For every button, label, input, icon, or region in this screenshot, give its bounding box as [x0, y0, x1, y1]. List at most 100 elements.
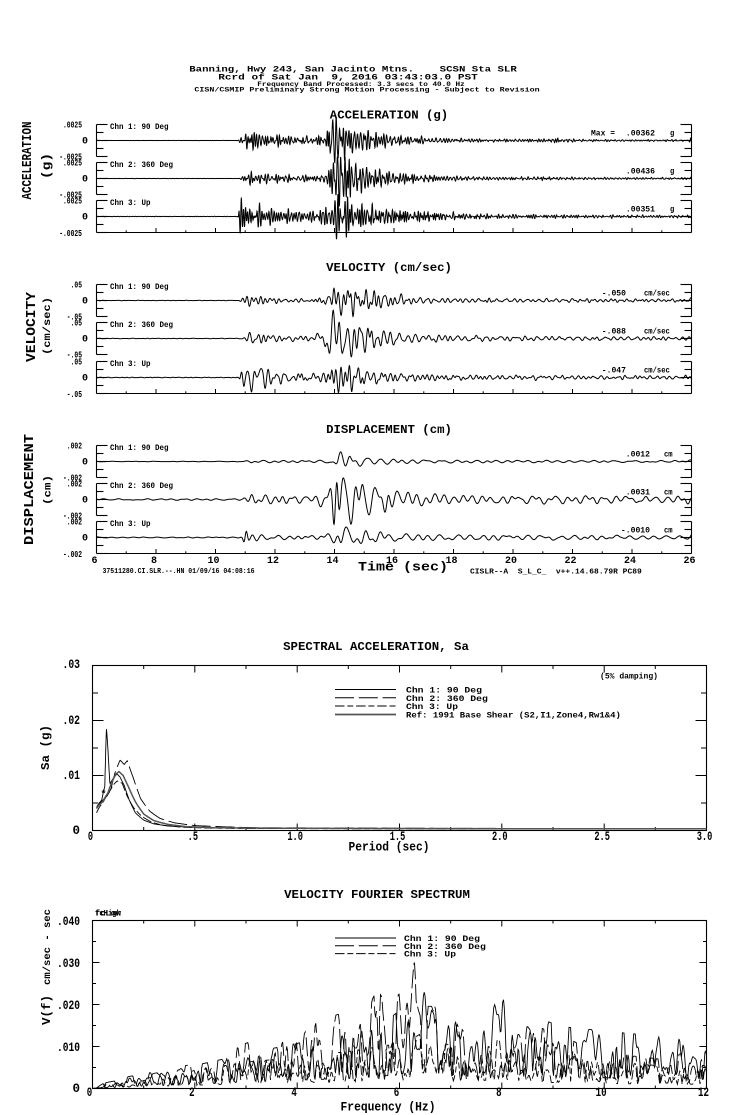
svg-text:-.088: -.088	[602, 327, 626, 337]
svg-text:g: g	[670, 129, 674, 139]
svg-text:26: 26	[683, 556, 695, 567]
svg-text:-.002: -.002	[63, 473, 82, 484]
svg-text:-.0025: -.0025	[59, 228, 82, 239]
svg-text:Chn 3: Up: Chn 3: Up	[110, 198, 151, 208]
svg-text:.040: .040	[57, 915, 80, 929]
svg-text:.03: .03	[63, 658, 81, 672]
svg-text:fcLow: fcLow	[95, 909, 121, 919]
svg-text:-.002: -.002	[63, 511, 82, 522]
svg-text:12: 12	[698, 1086, 709, 1100]
svg-text:(g): (g)	[40, 153, 54, 179]
svg-text:14: 14	[326, 556, 338, 567]
svg-text:.002: .002	[67, 517, 82, 528]
svg-text:.020: .020	[57, 999, 80, 1013]
svg-text:Chn 3: Up: Chn 3: Up	[404, 950, 456, 959]
svg-text:VELOCITY: VELOCITY	[24, 291, 39, 362]
svg-text:12: 12	[267, 556, 279, 567]
svg-text:Frequency (Hz): Frequency (Hz)	[341, 1101, 436, 1115]
svg-text:0: 0	[87, 1086, 93, 1100]
svg-text:cm/sec: cm/sec	[644, 366, 670, 376]
svg-text:Period (sec): Period (sec)	[349, 841, 430, 855]
svg-text:Chn 3: Up: Chn 3: Up	[110, 359, 151, 369]
svg-text:g: g	[670, 205, 674, 215]
svg-text:(cm): (cm)	[42, 475, 54, 505]
svg-text:cm/sec - sec: cm/sec - sec	[42, 909, 54, 985]
svg-text:Time (sec): Time (sec)	[358, 561, 448, 575]
svg-text:.01: .01	[63, 769, 81, 783]
svg-text:Chn 1: 90 Deg: Chn 1: 90 Deg	[406, 686, 482, 695]
svg-text:-.05: -.05	[67, 389, 82, 400]
svg-text:3.0: 3.0	[697, 830, 713, 844]
svg-text:.002: .002	[67, 441, 82, 452]
svg-text:cm/sec: cm/sec	[644, 289, 670, 299]
svg-text:0: 0	[82, 458, 88, 469]
svg-text:Sa (g): Sa (g)	[39, 725, 52, 770]
svg-text:.05: .05	[71, 280, 83, 291]
svg-text:0: 0	[82, 496, 88, 507]
svg-text:0: 0	[82, 335, 88, 346]
svg-text:Chn 2: 360 Deg: Chn 2: 360 Deg	[404, 943, 486, 952]
svg-text:0: 0	[82, 297, 88, 308]
svg-text:18: 18	[445, 556, 457, 567]
svg-text:Chn 3: Up: Chn 3: Up	[110, 519, 151, 529]
svg-text:.05: .05	[71, 357, 83, 368]
svg-text:Ref: 1991 Base Shear (S2,I1,Zo: Ref: 1991 Base Shear (S2,I1,Zone4,Rw1&4)	[406, 711, 621, 720]
svg-text:g: g	[670, 167, 674, 177]
svg-text:cm: cm	[664, 488, 673, 498]
svg-text:.010: .010	[57, 1041, 80, 1055]
svg-text:20: 20	[505, 556, 517, 567]
svg-text:2.0: 2.0	[492, 830, 508, 844]
svg-text:-.05: -.05	[67, 312, 82, 323]
svg-text:.0025: .0025	[63, 120, 82, 131]
svg-text:6: 6	[394, 1086, 400, 1100]
svg-text:VELOCITY (cm/sec): VELOCITY (cm/sec)	[326, 261, 452, 275]
svg-text:0: 0	[72, 824, 80, 838]
svg-text:fcHigh: fcHigh	[95, 910, 121, 919]
svg-text:-.05: -.05	[67, 350, 82, 361]
svg-text:10: 10	[207, 556, 219, 567]
svg-text:Chn 1: 90 Deg: Chn 1: 90 Deg	[110, 122, 169, 132]
svg-text:-.002: -.002	[63, 549, 82, 560]
svg-text:4: 4	[291, 1086, 297, 1100]
svg-text:24: 24	[624, 556, 636, 567]
svg-text:.05: .05	[71, 318, 83, 329]
svg-text:-.0025: -.0025	[59, 152, 82, 163]
svg-text:.0012: .0012	[626, 450, 650, 460]
svg-text:22: 22	[564, 556, 576, 567]
svg-text:1.0: 1.0	[287, 830, 303, 844]
svg-text:DISPLACEMENT: DISPLACEMENT	[23, 434, 38, 545]
svg-text:Chn 1: 90 Deg: Chn 1: 90 Deg	[404, 935, 480, 944]
svg-text:ACCELERATION: ACCELERATION	[21, 122, 36, 200]
svg-text:Chn 2: 360 Deg: Chn 2: 360 Deg	[110, 320, 173, 330]
svg-text:8: 8	[151, 556, 157, 567]
svg-text:16: 16	[386, 556, 398, 567]
svg-text:.00436: .00436	[626, 167, 655, 177]
svg-text:CISLR--A S_L_C_ v++.14.68.79: CISLR--A S_L_C_ v++.14.68.79R PC89	[470, 569, 642, 576]
svg-text:.0025: .0025	[63, 158, 82, 169]
svg-text:2.5: 2.5	[594, 830, 610, 844]
svg-text:.0025: .0025	[63, 196, 82, 207]
svg-text:10: 10	[596, 1086, 607, 1100]
svg-text:Chn 2: 360 Deg: Chn 2: 360 Deg	[110, 160, 173, 170]
svg-text:-.050: -.050	[602, 289, 626, 299]
svg-text:(cm/sec): (cm/sec)	[43, 297, 54, 355]
svg-text:0: 0	[82, 534, 88, 545]
svg-text:SPECTRAL ACCELERATION, Sa: SPECTRAL ACCELERATION, Sa	[283, 640, 469, 654]
svg-text:Chn 1: 90 Deg: Chn 1: 90 Deg	[110, 282, 169, 292]
svg-text:1.5: 1.5	[390, 830, 406, 844]
svg-text:Chn 3: Up: Chn 3: Up	[406, 703, 458, 712]
svg-text:*: *	[100, 789, 106, 801]
svg-text:37511280.CI.SLR.--.HN 01/09/16: 37511280.CI.SLR.--.HN 01/09/16 04:08:16	[103, 568, 255, 576]
svg-text:.030: .030	[57, 957, 80, 971]
svg-text:CISN/CSMIP Preliminary Strong: CISN/CSMIP Preliminary Strong Motion Pro…	[194, 87, 540, 94]
svg-text:0: 0	[82, 137, 88, 148]
svg-text:Rcrd of Sat Jan 9, 2016 03:43: Rcrd of Sat Jan 9, 2016 03:43:03.0 PST	[218, 73, 478, 82]
svg-text:0: 0	[82, 175, 88, 186]
svg-text:0: 0	[88, 830, 93, 844]
svg-text:-.0010: -.0010	[621, 526, 650, 536]
svg-text:-.0025: -.0025	[59, 190, 82, 201]
svg-text:.00351: .00351	[626, 205, 655, 215]
svg-text:2: 2	[189, 1086, 195, 1100]
svg-text:0: 0	[72, 1082, 80, 1096]
svg-text:6: 6	[91, 556, 97, 567]
